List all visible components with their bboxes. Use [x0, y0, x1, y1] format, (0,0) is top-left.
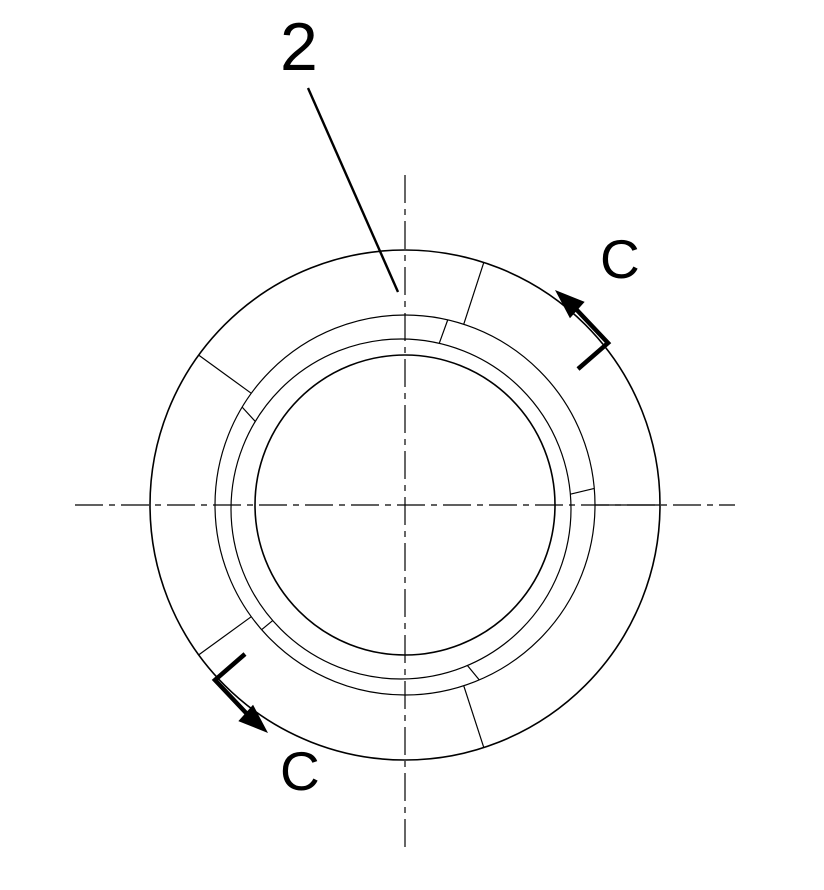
section-cut-upper [555, 290, 608, 369]
segment-divider-inner-0 [570, 488, 594, 494]
segment-divider-inner-4 [439, 320, 447, 343]
segment-divider-inner-2 [262, 621, 273, 630]
section-label-upper: C [600, 228, 640, 290]
callout-leader [308, 88, 398, 292]
callout-label: 2 [280, 9, 318, 85]
section-label-lower: C [280, 740, 320, 802]
section-cut-lower [215, 654, 268, 733]
segment-divider-outer-3 [199, 355, 252, 393]
segment-divider-outer-2 [199, 617, 252, 655]
step-circle [231, 339, 571, 679]
segment-divider-inner-1 [467, 665, 479, 679]
segment-divider-inner-3 [242, 407, 255, 421]
segment-divider-outer-1 [464, 686, 484, 748]
segment-divider-outer-4 [464, 262, 484, 324]
